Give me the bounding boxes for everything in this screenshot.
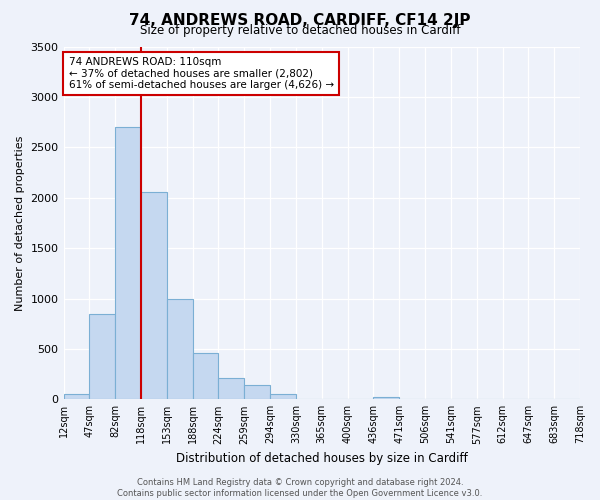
Bar bbox=[373, 398, 399, 400]
Text: 74 ANDREWS ROAD: 110sqm
← 37% of detached houses are smaller (2,802)
61% of semi: 74 ANDREWS ROAD: 110sqm ← 37% of detache… bbox=[69, 57, 334, 90]
Bar bbox=[193, 354, 218, 400]
Bar bbox=[89, 314, 115, 400]
Text: Size of property relative to detached houses in Cardiff: Size of property relative to detached ho… bbox=[140, 24, 460, 37]
Bar bbox=[244, 384, 270, 400]
Text: 74, ANDREWS ROAD, CARDIFF, CF14 2JP: 74, ANDREWS ROAD, CARDIFF, CF14 2JP bbox=[129, 12, 471, 28]
Bar bbox=[167, 298, 193, 400]
Bar bbox=[115, 127, 141, 400]
Y-axis label: Number of detached properties: Number of detached properties bbox=[15, 135, 25, 310]
Bar bbox=[218, 378, 244, 400]
Bar bbox=[270, 394, 296, 400]
Text: Contains HM Land Registry data © Crown copyright and database right 2024.
Contai: Contains HM Land Registry data © Crown c… bbox=[118, 478, 482, 498]
X-axis label: Distribution of detached houses by size in Cardiff: Distribution of detached houses by size … bbox=[176, 452, 467, 465]
Bar bbox=[141, 192, 167, 400]
Bar bbox=[64, 394, 89, 400]
